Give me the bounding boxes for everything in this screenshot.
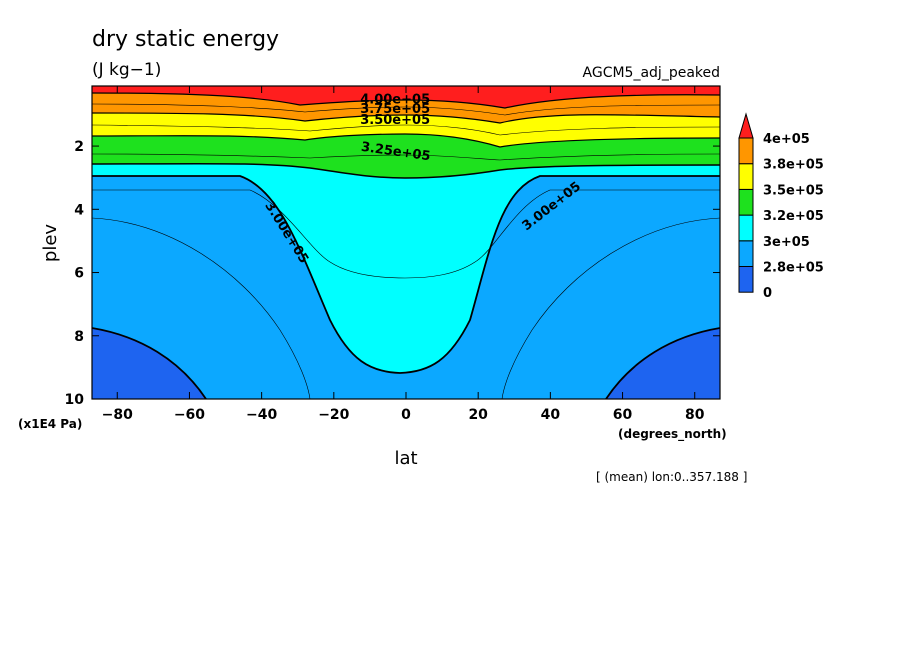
x-tick-label: 80 xyxy=(685,407,705,423)
y-tick-label: 8 xyxy=(74,329,84,345)
y-axis: 2 4 6 8 10 xyxy=(65,139,720,408)
fill-polar-south xyxy=(92,328,206,399)
y-tick-label: 6 xyxy=(74,266,84,282)
x-tick-label: −20 xyxy=(318,407,349,423)
y-tick-label: 10 xyxy=(65,392,85,408)
legend-label: 3.2e+05 xyxy=(763,209,824,224)
x-axis: −80 −60 −40 −20 0 20 40 60 80 xyxy=(102,86,705,423)
legend-swatch xyxy=(738,137,754,165)
contour-325k xyxy=(92,162,720,179)
contour-label: 4.00e+05 xyxy=(360,92,430,107)
x-axis-units: (degrees_north) xyxy=(618,427,727,442)
y-tick-label: 2 xyxy=(74,139,84,155)
contour-thin-b xyxy=(92,103,720,116)
x-tick-label: 60 xyxy=(613,407,633,423)
legend-label: 4e+05 xyxy=(763,132,810,147)
chart-units: (J kg−1) xyxy=(92,60,161,80)
contour-350k xyxy=(92,133,720,148)
y-axis-units: (x1E4 Pa) xyxy=(18,417,82,431)
x-axis-label: lat xyxy=(394,448,417,469)
legend-label: 2.8e+05 xyxy=(763,261,824,276)
legend-arrow xyxy=(738,112,754,139)
contour-280k-north xyxy=(605,327,720,399)
legend-swatch xyxy=(738,266,754,293)
plot-area: 4.00e+053.75e+053.50e+053.25e+053.00e+05… xyxy=(92,86,720,399)
contour-375k xyxy=(92,112,720,124)
fill-red xyxy=(92,86,720,108)
colorbar-legend: 0 2.8e+05 3e+05 3.2e+05 3.5e+05 3.8e+05 4e+05 xyxy=(738,112,824,301)
contour-280k-south xyxy=(92,327,207,399)
contour-thin-north xyxy=(501,217,720,399)
contour-thin-c xyxy=(92,153,720,161)
contour-thin-a xyxy=(92,124,720,136)
legend-swatch xyxy=(738,214,754,242)
legend-swatch xyxy=(738,163,754,190)
legend-label: 3.5e+05 xyxy=(763,183,824,198)
contour-400k xyxy=(92,92,720,109)
legend-label: 0 xyxy=(763,286,772,301)
x-tick-label: 20 xyxy=(468,407,488,423)
legend-swatch xyxy=(738,188,754,216)
y-axis-label: plev xyxy=(40,224,61,263)
x-tick-label: 40 xyxy=(541,407,561,423)
x-tick-label: 0 xyxy=(401,407,411,423)
contour-label: 3.50e+05 xyxy=(360,113,430,128)
legend-label: 3e+05 xyxy=(763,235,810,250)
contour-lines xyxy=(92,92,720,399)
x-tick-label: −60 xyxy=(174,407,205,423)
legend-label: 3.8e+05 xyxy=(763,158,824,173)
contour-thin-south xyxy=(92,217,311,399)
x-tick-label: −80 xyxy=(102,407,133,423)
x-tick-label: −40 xyxy=(246,407,277,423)
dataset-name: AGCM5_adj_peaked xyxy=(583,65,720,81)
fill-polar-north xyxy=(606,328,720,399)
contour-label: 3.75e+05 xyxy=(360,102,430,117)
y-tick-label: 4 xyxy=(74,202,84,218)
contour-thin-inner xyxy=(92,189,720,279)
contour-300k xyxy=(92,175,720,374)
legend-swatch xyxy=(738,240,754,268)
chart-title: dry static energy xyxy=(92,27,279,52)
averaging-note: [ (mean) lon:0..357.188 ] xyxy=(596,470,747,484)
